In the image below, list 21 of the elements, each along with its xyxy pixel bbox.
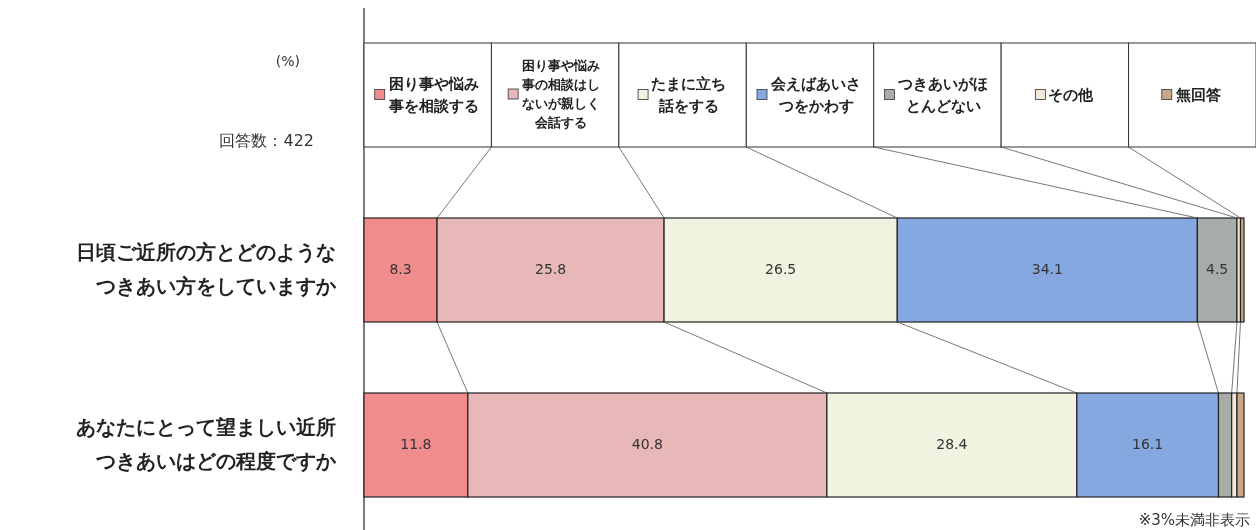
category-label: あなたにとって望ましい近所つきあいはどの程度ですか <box>76 414 336 473</box>
data-label: 16.1 <box>1132 436 1164 452</box>
annotation: ※3%未満非表示 <box>1138 510 1250 529</box>
legend-label: 困り事や悩み事の相談はしないが親しく会話する <box>522 58 601 130</box>
legend-label: たまに立ち話をする <box>651 74 727 115</box>
category-label: 日頃ご近所の方とどのようなつきあい方をしていますか <box>76 239 336 298</box>
annotation: 回答数：422 <box>219 130 314 150</box>
annotation: (%) <box>275 53 300 69</box>
legend-label: 困り事や悩み事を相談する <box>388 74 479 115</box>
data-label: 4.5 <box>1206 261 1229 277</box>
data-label: 11.8 <box>400 436 432 452</box>
data-label: 40.8 <box>631 436 663 452</box>
data-label: 25.8 <box>534 261 567 277</box>
data-label: 8.3 <box>389 261 412 277</box>
data-label: 26.5 <box>765 261 797 277</box>
legend-label: つきあいがほとんどない <box>898 74 989 115</box>
legend-label: 会えばあいさつをかわす <box>771 74 861 115</box>
legend-label: 無回答 <box>1175 85 1221 104</box>
legend-label: その他 <box>1048 85 1094 104</box>
data-label: 34.1 <box>1031 261 1063 277</box>
data-label: 28.4 <box>936 436 968 452</box>
